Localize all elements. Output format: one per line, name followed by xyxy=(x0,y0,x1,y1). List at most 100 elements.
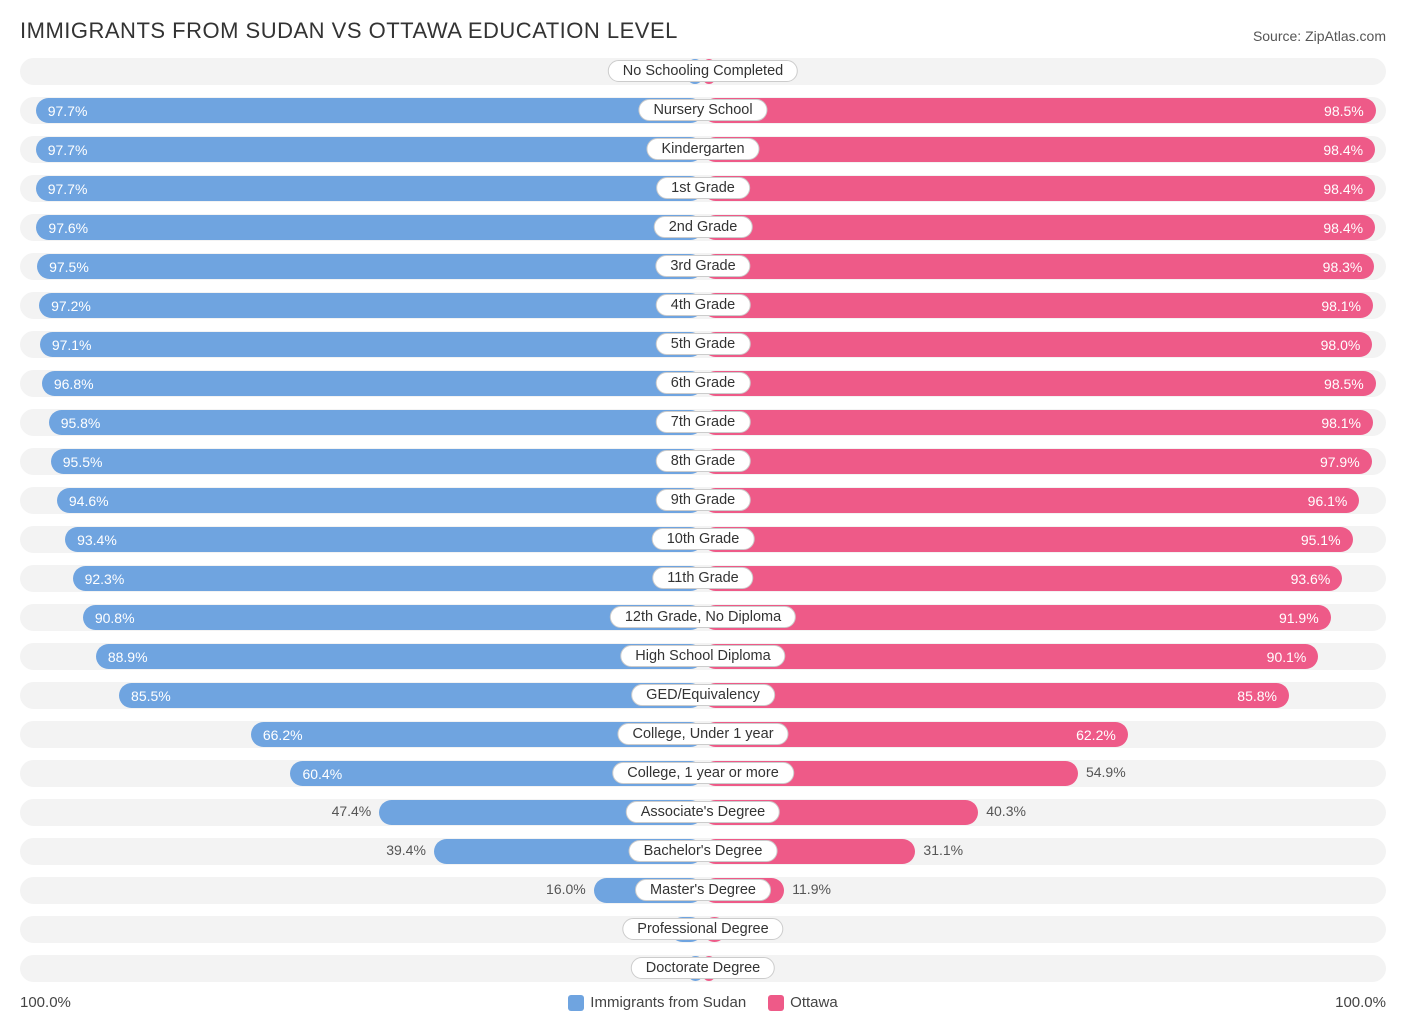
bar-value-left: 97.2% xyxy=(51,298,91,314)
bar-right: 91.9% xyxy=(703,605,1331,630)
bar-value-left: 97.1% xyxy=(52,337,92,353)
category-label: 11th Grade xyxy=(652,567,753,589)
bar-value-left: 95.8% xyxy=(61,415,101,431)
chart-title: IMMIGRANTS FROM SUDAN VS OTTAWA EDUCATIO… xyxy=(20,18,678,44)
bar-value-right: 98.5% xyxy=(1324,103,1364,119)
chart-row: 95.5% 97.9% 8th Grade xyxy=(20,448,1386,475)
legend-item-sudan: Immigrants from Sudan xyxy=(568,994,746,1011)
chart-row: 97.2%98.1%4th Grade xyxy=(20,292,1386,319)
bar-left: 93.4% xyxy=(65,527,703,552)
bar-value-right: 40.3% xyxy=(986,803,1026,819)
bar-value-left: 97.5% xyxy=(49,259,89,275)
bar-right: 93.6% xyxy=(703,566,1342,591)
category-label: Nursery School xyxy=(638,99,767,121)
bar-left: 92.3% xyxy=(73,566,703,591)
chart-row: 97.7% 98.4% Kindergarten xyxy=(20,136,1386,163)
chart-row: 88.9%90.1%High School Diploma xyxy=(20,643,1386,670)
category-label: Professional Degree xyxy=(622,918,783,940)
bar-right: 98.5% xyxy=(703,371,1376,396)
chart-row: 94.6% 96.1% 9th Grade xyxy=(20,487,1386,514)
bar-right: 98.3% xyxy=(703,254,1374,279)
legend-label: Ottawa xyxy=(790,994,838,1011)
bar-value-left: 97.7% xyxy=(48,142,88,158)
category-label: 2nd Grade xyxy=(654,216,753,238)
axis-right-max: 100.0% xyxy=(1335,994,1386,1011)
legend-label: Immigrants from Sudan xyxy=(590,994,746,1011)
bar-value-right: 98.4% xyxy=(1323,181,1363,197)
bar-right: 98.4% xyxy=(703,215,1375,240)
bar-right: 98.1% xyxy=(703,293,1373,318)
bar-value-right: 97.9% xyxy=(1320,454,1360,470)
bar-value-right: 98.4% xyxy=(1323,142,1363,158)
bar-right: 96.1% xyxy=(703,488,1359,513)
chart-row: 39.4%31.1%Bachelor's Degree xyxy=(20,838,1386,865)
bar-value-left: 90.8% xyxy=(95,610,135,626)
category-label: Kindergarten xyxy=(646,138,759,160)
category-label: No Schooling Completed xyxy=(608,60,798,82)
category-label: Master's Degree xyxy=(635,879,771,901)
bar-value-right: 98.4% xyxy=(1323,220,1363,236)
bar-value-left: 97.7% xyxy=(48,103,88,119)
bar-right: 85.8% xyxy=(703,683,1289,708)
chart-row: 97.6% 98.4% 2nd Grade xyxy=(20,214,1386,241)
bar-value-left: 95.5% xyxy=(63,454,103,470)
bar-value-left: 16.0% xyxy=(546,881,586,897)
chart-row: 90.8% 91.9% 12th Grade, No Diploma xyxy=(20,604,1386,631)
bar-left: 97.2% xyxy=(39,293,703,318)
bar-right: 98.4% xyxy=(703,137,1375,162)
bar-left: 97.5% xyxy=(37,254,703,279)
bar-left: 97.7% xyxy=(36,137,703,162)
bar-left: 95.5% xyxy=(51,449,703,474)
bar-value-right: 11.9% xyxy=(792,881,831,897)
chart-row: 96.8% 98.5% 6th Grade xyxy=(20,370,1386,397)
bar-value-right: 96.1% xyxy=(1308,493,1348,509)
category-label: 1st Grade xyxy=(656,177,750,199)
chart-row: 97.1%98.0%5th Grade xyxy=(20,331,1386,358)
bar-value-left: 66.2% xyxy=(263,727,303,743)
bar-value-right: 85.8% xyxy=(1237,688,1277,704)
bar-right: 95.1% xyxy=(703,527,1353,552)
bar-value-right: 91.9% xyxy=(1279,610,1319,626)
chart-row: 47.4%40.3%Associate's Degree xyxy=(20,799,1386,826)
category-label: Doctorate Degree xyxy=(631,957,775,979)
bar-left: 97.7% xyxy=(36,98,703,123)
chart-row: 16.0% 11.9% Master's Degree xyxy=(20,877,1386,904)
bar-value-right: 98.1% xyxy=(1321,298,1361,314)
bar-value-left: 97.6% xyxy=(48,220,88,236)
bar-left: 88.9% xyxy=(96,644,703,669)
category-label: 6th Grade xyxy=(656,372,751,394)
category-label: Associate's Degree xyxy=(626,801,780,823)
category-label: 3rd Grade xyxy=(655,255,750,277)
chart-row: 97.5% 98.3% 3rd Grade xyxy=(20,253,1386,280)
bar-left: 96.8% xyxy=(42,371,703,396)
chart-row: 2.3%1.6%No Schooling Completed xyxy=(20,58,1386,85)
category-label: College, Under 1 year xyxy=(617,723,788,745)
bar-value-right: 95.1% xyxy=(1301,532,1341,548)
chart-row: 4.9%3.4%Professional Degree xyxy=(20,916,1386,943)
bar-right: 98.4% xyxy=(703,176,1375,201)
bar-value-right: 54.9% xyxy=(1086,764,1126,780)
bar-value-right: 98.5% xyxy=(1324,376,1364,392)
bar-value-left: 92.3% xyxy=(85,571,125,587)
chart-row: 60.4%54.9%College, 1 year or more xyxy=(20,760,1386,787)
bar-value-left: 96.8% xyxy=(54,376,94,392)
chart-row: 97.7% 98.5% Nursery School xyxy=(20,97,1386,124)
bar-value-left: 39.4% xyxy=(386,842,426,858)
bar-value-left: 97.7% xyxy=(48,181,88,197)
bar-right: 90.1% xyxy=(703,644,1318,669)
legend-item-ottawa: Ottawa xyxy=(768,994,838,1011)
chart-row: 92.3% 93.6% 11th Grade xyxy=(20,565,1386,592)
bar-left: 95.8% xyxy=(49,410,703,435)
legend-swatch xyxy=(768,995,784,1011)
legend: Immigrants from Sudan Ottawa xyxy=(568,994,837,1011)
bar-left: 94.6% xyxy=(57,488,703,513)
axis-left-max: 100.0% xyxy=(20,994,71,1011)
category-label: 9th Grade xyxy=(656,489,751,511)
category-label: 8th Grade xyxy=(656,450,751,472)
bar-value-right: 98.3% xyxy=(1323,259,1363,275)
bar-value-right: 93.6% xyxy=(1291,571,1331,587)
category-label: 12th Grade, No Diploma xyxy=(610,606,796,628)
bar-value-left: 93.4% xyxy=(77,532,117,548)
chart-row: 97.7% 98.4% 1st Grade xyxy=(20,175,1386,202)
bar-right: 97.9% xyxy=(703,449,1372,474)
